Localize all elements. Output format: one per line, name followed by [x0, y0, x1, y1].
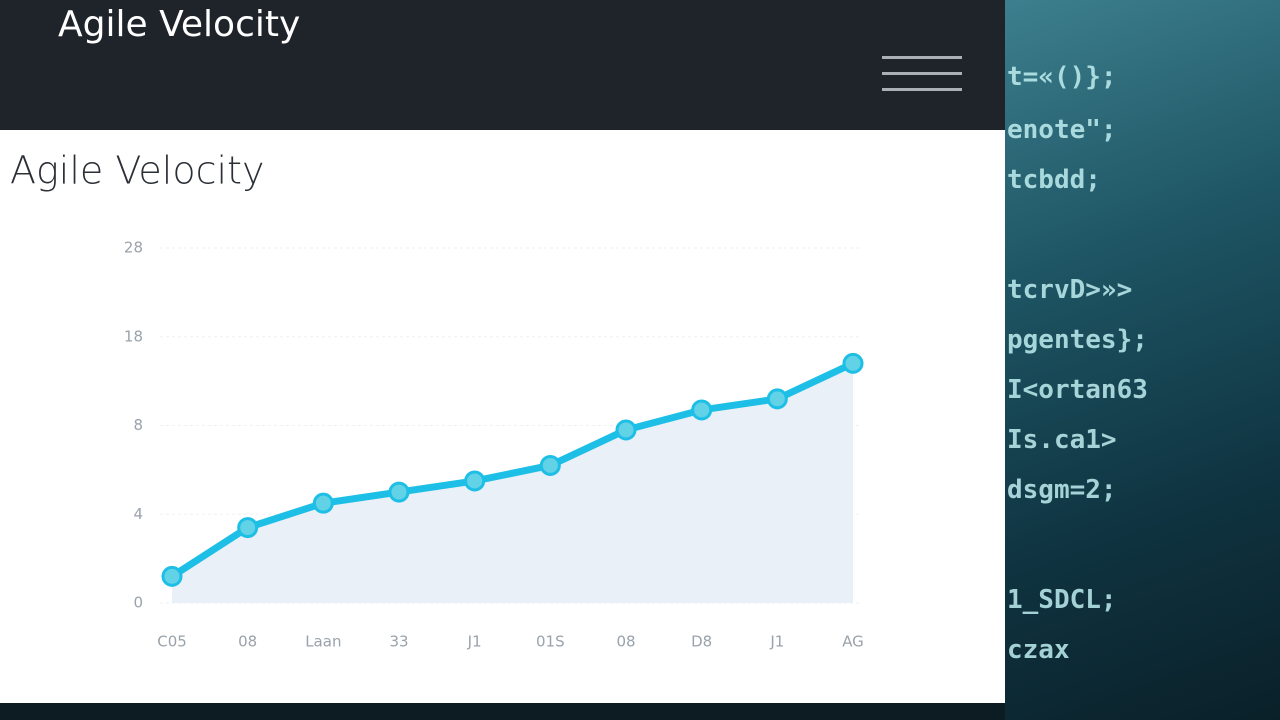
menu-bar — [882, 56, 962, 59]
code-line: t=«()}; — [1007, 62, 1117, 92]
point — [539, 454, 561, 476]
point — [842, 352, 864, 374]
point — [161, 565, 183, 587]
app-title: Agile Velocity — [58, 4, 301, 45]
code-line: 1_SDCL; — [1007, 585, 1117, 615]
x-tick-label: 33 — [389, 633, 408, 651]
bottom-strip — [0, 703, 1005, 720]
chart-panel: Agile Velocity 0 4 8 18 28 C05 08 Laan 33 J1 01S 08… — [0, 130, 1005, 703]
top-bar: Agile Velocity — [0, 0, 1005, 130]
x-tick-label: 01S — [536, 633, 565, 651]
chart-title: Agile Velocity — [10, 149, 264, 193]
x-tick-label: 08 — [616, 633, 635, 651]
code-line: I<ortan63 — [1007, 375, 1148, 405]
point — [766, 388, 788, 410]
menu-button[interactable] — [870, 50, 970, 100]
point — [691, 399, 713, 421]
point — [388, 481, 410, 503]
y-tick-label: 28 — [124, 239, 143, 257]
y-tick-label: 4 — [133, 505, 143, 523]
point — [237, 517, 259, 539]
code-line: Is.ca1> — [1007, 425, 1117, 455]
chart: Agile Velocity 0 4 8 18 28 C05 08 Laan 33 J1 01S 08… — [10, 149, 864, 651]
x-tick-label: C05 — [157, 633, 187, 651]
x-tick-label: J1 — [467, 633, 482, 651]
point — [312, 492, 334, 514]
area — [172, 363, 853, 603]
code-line: czax — [1007, 635, 1070, 665]
x-tick-label: AG — [842, 633, 864, 651]
x-tick-label: 08 — [238, 633, 257, 651]
point — [464, 470, 486, 492]
y-tick-label: 0 — [133, 594, 143, 612]
point — [615, 419, 637, 441]
x-tick-label: D8 — [691, 633, 712, 651]
x-tick-label: Laan — [305, 633, 341, 651]
code-line: pgentes}; — [1007, 325, 1148, 355]
background-image: t=«()}; enote"; tcbdd; tcrvD>»> pgentes}; I<o… — [1005, 0, 1280, 720]
y-tick-label: 18 — [124, 327, 143, 345]
code-line: dsgm=2; — [1007, 475, 1117, 505]
line — [170, 360, 855, 580]
menu-bar — [882, 72, 962, 75]
x-tick-label: J1 — [769, 633, 784, 651]
code-line: tcbdd; — [1007, 165, 1101, 195]
code-line: enote"; — [1007, 115, 1117, 145]
y-tick-label: 8 — [133, 416, 143, 434]
code-line: tcrvD>»> — [1007, 275, 1133, 305]
menu-bar — [882, 88, 962, 91]
